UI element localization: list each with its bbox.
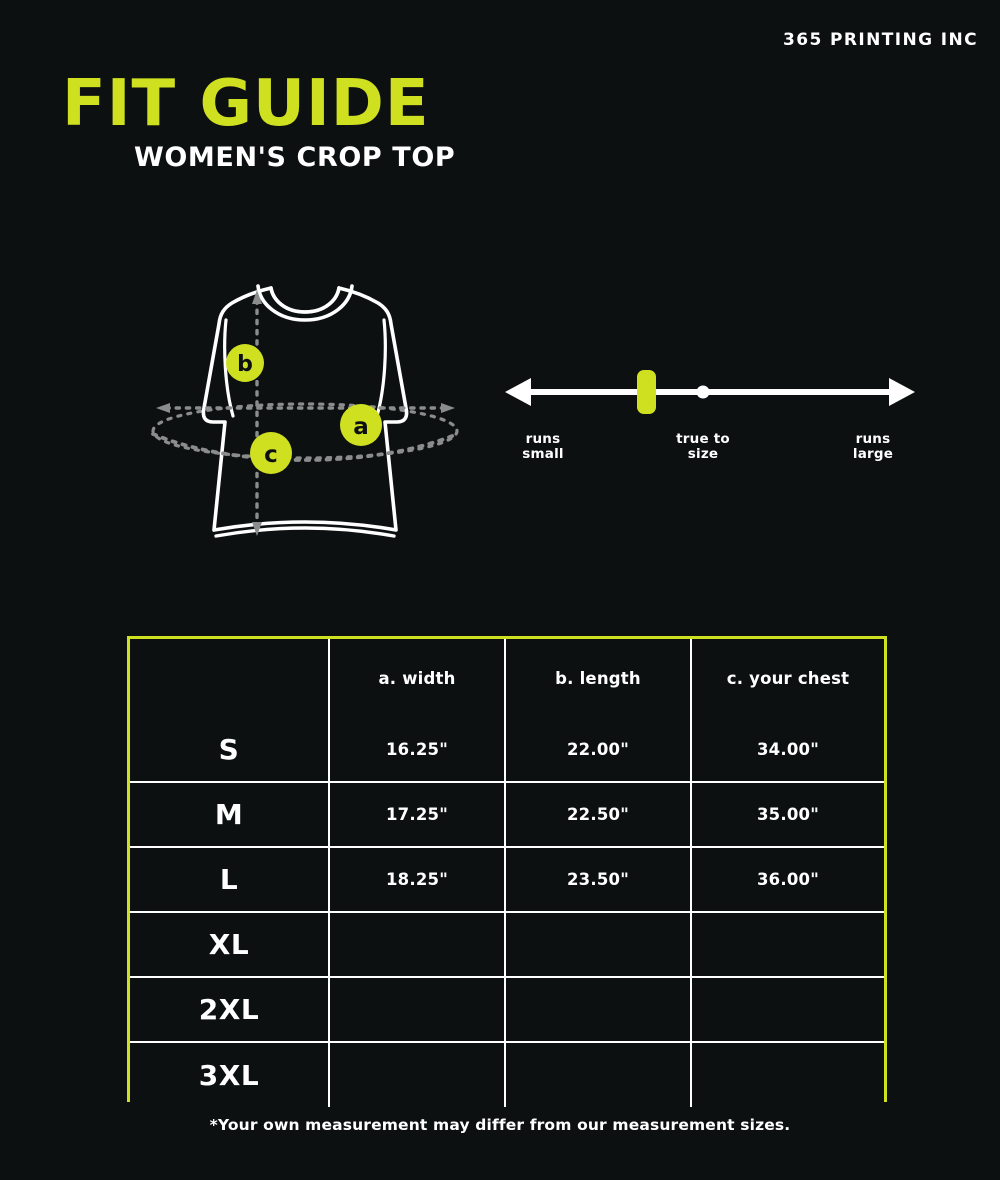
length-arrow-top — [252, 290, 262, 304]
table-row: 3XL — [130, 1041, 884, 1107]
marker-b: b — [226, 344, 264, 382]
table-header-length: b. length — [504, 639, 692, 717]
fit-label-runs-small-line1: runs — [525, 431, 561, 447]
fit-label-true-to-size-line1: true to — [676, 431, 730, 447]
fit-label-runs-large-line2: large — [852, 446, 894, 463]
cell-chest: 34.00" — [690, 717, 884, 783]
cell-width — [328, 976, 506, 1043]
title-block: FIT GUIDE WOMEN'S CROP TOP — [62, 72, 455, 173]
cell-length: 23.50" — [504, 846, 692, 913]
fit-label-runs-large: runs large — [833, 431, 913, 463]
armhole-seam-right — [375, 318, 387, 418]
fit-label-true-to-size: true to size — [658, 431, 748, 463]
footnote: *Your own measurement may differ from ou… — [209, 1116, 791, 1134]
marker-b-label: b — [237, 352, 253, 377]
cell-chest — [690, 911, 884, 978]
marker-a-label: a — [353, 414, 369, 440]
table-row: S 16.25" 22.00" 34.00" — [130, 717, 884, 783]
fit-scale: runs small true to size runs large — [495, 362, 925, 472]
table-row: XL — [130, 911, 884, 978]
neckline-outer — [269, 286, 341, 314]
true-to-size-dot — [696, 385, 710, 399]
marker-c: c — [250, 432, 292, 474]
cell-length: 22.50" — [504, 781, 692, 848]
length-arrow-bottom — [252, 522, 262, 536]
fit-label-runs-small: runs small — [503, 431, 583, 463]
size-label: M — [130, 781, 330, 848]
cell-length — [504, 976, 692, 1043]
table-header-row: a. width b. length c. your chest — [130, 639, 884, 717]
fit-scale-arrow-right — [889, 378, 915, 406]
width-arrow-right — [441, 403, 455, 413]
cell-width — [328, 1041, 506, 1107]
brand-name: 365 PRINTING INC — [783, 30, 978, 50]
size-label: XL — [130, 911, 330, 978]
table-header-chest: c. your chest — [690, 639, 884, 717]
cell-width — [328, 911, 506, 978]
fit-label-true-to-size-line2: size — [687, 446, 719, 463]
cell-chest — [690, 1041, 884, 1107]
table-row: L 18.25" 23.50" 36.00" — [130, 846, 884, 913]
cell-chest: 36.00" — [690, 846, 884, 913]
size-chart-table: a. width b. length c. your chest S 16.25… — [130, 639, 884, 1107]
table-row: M 17.25" 22.50" 35.00" — [130, 781, 884, 848]
neckline-inner — [256, 284, 354, 322]
width-arrow-left — [156, 403, 170, 413]
fit-position-marker — [637, 370, 656, 414]
cell-length — [504, 1041, 692, 1107]
page-title: FIT GUIDE — [62, 67, 430, 141]
cell-length — [504, 911, 692, 978]
size-label: 3XL — [130, 1041, 330, 1107]
table-header-width: a. width — [328, 639, 506, 717]
hem-inner-line — [214, 526, 396, 538]
chest-measure-line — [151, 432, 459, 462]
size-label: L — [130, 846, 330, 913]
size-chart-table-container: a. width b. length c. your chest S 16.25… — [127, 636, 887, 1107]
garment-outline — [201, 286, 409, 532]
cell-length: 22.00" — [504, 717, 692, 783]
size-label: 2XL — [130, 976, 330, 1043]
table-row: 2XL — [130, 976, 884, 1043]
marker-a: a — [340, 404, 382, 446]
fit-scale-arrow-left — [505, 378, 531, 406]
garment-illustration: b a c — [140, 238, 470, 564]
cell-width: 18.25" — [328, 846, 506, 913]
chest-ellipse-dotted — [151, 402, 459, 460]
size-label: S — [130, 717, 330, 783]
cell-chest — [690, 976, 884, 1043]
cell-width: 16.25" — [328, 717, 506, 783]
cell-width: 17.25" — [328, 781, 506, 848]
table-header-corner — [130, 639, 330, 717]
fit-label-runs-small-line2: small — [522, 446, 564, 463]
marker-c-label: c — [264, 442, 278, 468]
cell-chest: 35.00" — [690, 781, 884, 848]
fit-label-runs-large-line1: runs — [855, 431, 891, 447]
page-subtitle: WOMEN'S CROP TOP — [134, 142, 456, 173]
